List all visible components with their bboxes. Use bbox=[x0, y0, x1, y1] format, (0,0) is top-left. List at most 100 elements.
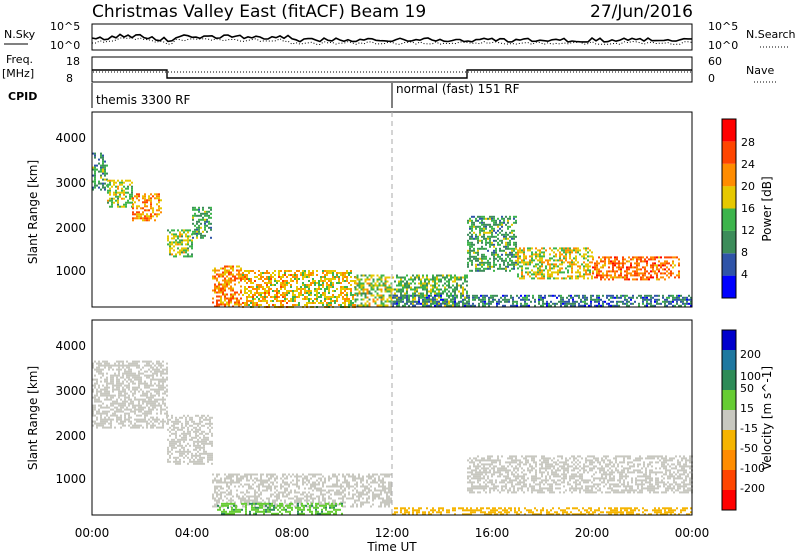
power-cells-cell-13 bbox=[426, 294, 428, 297]
power-cells-cell-12 bbox=[668, 262, 670, 265]
power-cells-cell-8 bbox=[374, 282, 377, 285]
power-cells-cell-2 bbox=[158, 195, 160, 198]
power-cells-cell-0 bbox=[100, 166, 102, 169]
power-cells-cell-10 bbox=[495, 231, 497, 234]
power-cells-cell-12 bbox=[612, 266, 614, 269]
power-cells-cell-12 bbox=[670, 256, 672, 259]
power-cells-cell-5 bbox=[232, 295, 234, 298]
power-cells-cell-12 bbox=[616, 270, 618, 273]
power-cells-cell-13 bbox=[446, 300, 448, 303]
power-cells-cell-6 bbox=[278, 300, 280, 302]
power-cells-cell-8 bbox=[362, 290, 365, 293]
power-cells-cell-13 bbox=[564, 302, 566, 305]
power-cells-cell-9 bbox=[462, 286, 464, 289]
power-cells-cell-9 bbox=[412, 278, 414, 281]
vel-cells-cell-2 bbox=[254, 481, 256, 484]
power-cells-cell-0 bbox=[102, 186, 104, 189]
vel-cells-cell-2 bbox=[328, 491, 330, 494]
power-cells-cell-10 bbox=[503, 233, 505, 236]
power-cells-cell-10 bbox=[511, 255, 513, 258]
power-cells-cell-13 bbox=[466, 304, 468, 307]
vel-cells-cell-0 bbox=[136, 420, 138, 423]
vel-cells-cell-1 bbox=[171, 452, 173, 455]
power-cells-cell-10 bbox=[511, 223, 513, 226]
power-cells-cell-13 bbox=[490, 294, 492, 297]
vel-cells-cell-0 bbox=[110, 404, 112, 407]
vel-cells-cell-2 bbox=[278, 491, 280, 494]
cpid-segment-2: normal (fast) 151 RF bbox=[396, 82, 520, 96]
cpid-label: CPID bbox=[8, 90, 37, 103]
power-cells-cell-11 bbox=[527, 249, 529, 252]
power-cells-cell-3 bbox=[169, 253, 171, 256]
power-cells-cell-3 bbox=[173, 241, 175, 244]
vel-cells-cell-2 bbox=[308, 491, 310, 494]
power-cells-cell-10 bbox=[501, 239, 503, 242]
power-cells-cell-13 bbox=[598, 302, 600, 305]
vel-cells-cell-0 bbox=[144, 392, 146, 395]
power-cells-cell-7 bbox=[346, 292, 348, 294]
power-cells-cell-4 bbox=[210, 228, 212, 231]
power-cells-cell-3 bbox=[185, 233, 187, 236]
power-cells-cell-7 bbox=[328, 288, 330, 290]
power-cells-cell-5 bbox=[224, 293, 226, 296]
power-cells-cell-12 bbox=[642, 278, 644, 281]
power-cells-cell-7 bbox=[350, 290, 352, 292]
vel-cells-cell-2 bbox=[346, 481, 348, 484]
power-cells-cell-11 bbox=[575, 249, 577, 252]
vel-cells-cell-0 bbox=[106, 394, 108, 397]
power-cells-cell-4 bbox=[198, 232, 200, 235]
power-cells-cell-2 bbox=[150, 203, 152, 206]
power-cells-cell-13 bbox=[600, 304, 602, 307]
power-cells-cell-11 bbox=[569, 251, 571, 254]
vel-cells-cell-2 bbox=[276, 499, 278, 502]
vel-cells-cell-0 bbox=[110, 426, 112, 429]
vel-cells-cell-2 bbox=[248, 479, 250, 482]
power-cells-cell-12 bbox=[612, 260, 614, 263]
power-cells-cell-12 bbox=[634, 278, 636, 281]
vel-cells-cell-2 bbox=[228, 477, 230, 480]
power-cells-cell-6 bbox=[270, 276, 272, 278]
power-cells-cell-12 bbox=[636, 268, 638, 271]
power-cells-cell-2 bbox=[148, 215, 150, 218]
vel-cells-cell-0 bbox=[102, 412, 104, 415]
power-cells-cell-1 bbox=[107, 191, 109, 194]
power-cells-cell-13 bbox=[526, 296, 528, 299]
vel-cells-cell-1 bbox=[207, 442, 209, 445]
power-cells-cell-13 bbox=[600, 298, 602, 301]
power-cells-cell-11 bbox=[555, 255, 557, 258]
power-cells-cell-0 bbox=[98, 180, 100, 183]
power-cells-cell-6 bbox=[290, 278, 292, 280]
power-cells-cell-11 bbox=[581, 255, 583, 258]
power-cells-cell-11 bbox=[553, 255, 555, 258]
power-cells-cell-6 bbox=[282, 286, 284, 288]
vel-cells-cell-1 bbox=[171, 414, 173, 417]
power-cells-cell-4 bbox=[192, 218, 194, 221]
vel-cells-cell-1 bbox=[199, 416, 201, 419]
vel-cells-cell-0 bbox=[98, 366, 100, 369]
power-cells-cell-12 bbox=[624, 262, 626, 265]
power-cells-cell-13 bbox=[450, 304, 452, 307]
power-cells-cell-9 bbox=[426, 278, 428, 281]
vel-cells-cell-2 bbox=[268, 499, 270, 502]
power-cells-cell-3 bbox=[191, 253, 193, 256]
power-cells-cell-10 bbox=[471, 227, 473, 230]
power-cells-cell-12 bbox=[630, 258, 632, 261]
power-cells-cell-13 bbox=[436, 302, 438, 305]
power-cells-cell-0 bbox=[102, 158, 104, 161]
vel-cells-cell-2 bbox=[326, 485, 328, 488]
power-cells-cell-0 bbox=[96, 184, 98, 187]
power-cells-cell-8 bbox=[366, 276, 369, 279]
power-cells-cell-8 bbox=[360, 292, 363, 295]
power-cells-cell-9 bbox=[436, 286, 438, 289]
power-cells-cell-13 bbox=[392, 300, 394, 303]
vel-cells-cell-1 bbox=[205, 442, 207, 445]
power-cells-cell-4 bbox=[210, 222, 212, 225]
power-cells-cell-13 bbox=[680, 298, 682, 301]
power-cells-cell-3 bbox=[187, 247, 189, 250]
vel-cells-cell-1 bbox=[203, 442, 205, 445]
power-cells-cell-10 bbox=[503, 237, 505, 240]
power-cells-cell-7 bbox=[302, 294, 304, 296]
power-cells-cell-9 bbox=[434, 282, 436, 285]
power-cells-cell-3 bbox=[169, 231, 171, 234]
vel-cells-cell-2 bbox=[296, 481, 298, 484]
